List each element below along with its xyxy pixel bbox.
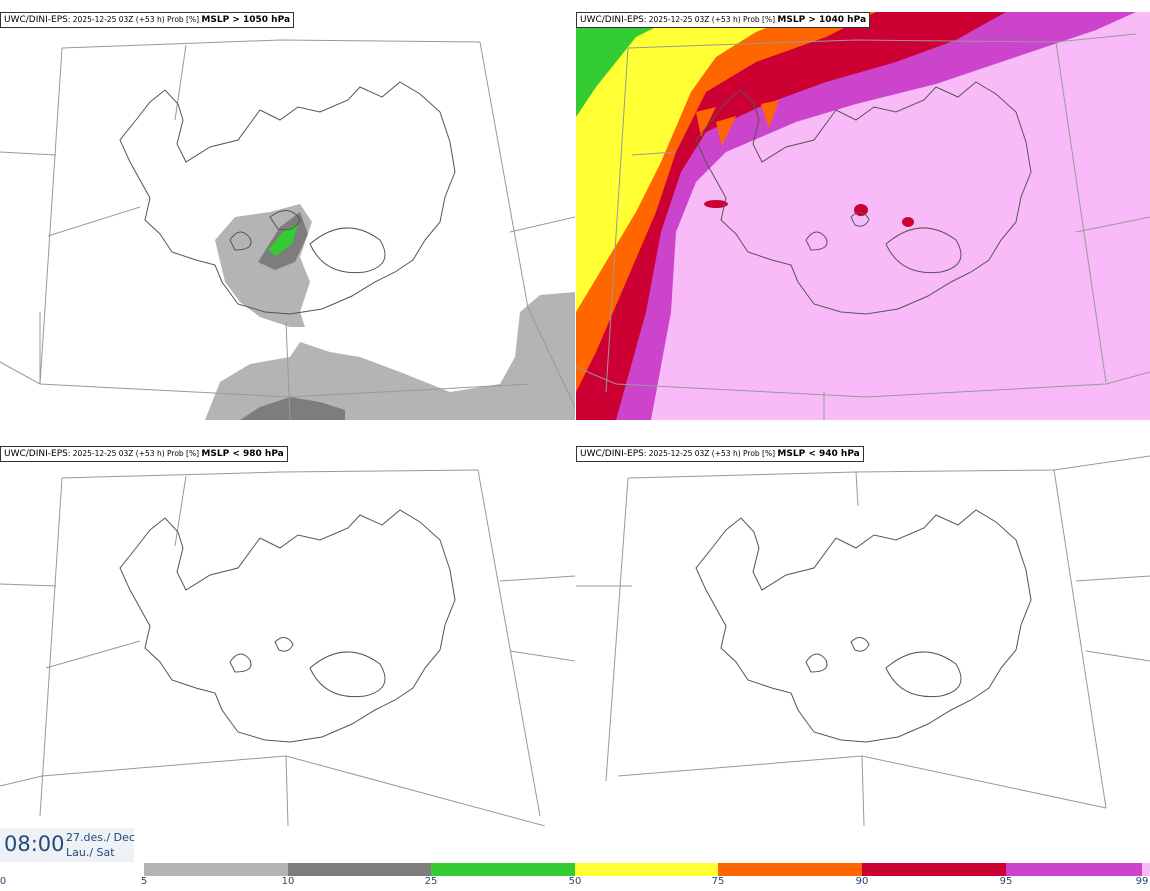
map-canvas	[576, 12, 1150, 420]
iceland-coastline	[119, 509, 456, 743]
legend-bin-99-plus	[1142, 863, 1150, 876]
graticule	[576, 455, 1150, 826]
legend-bin-10-25	[288, 863, 431, 876]
legend-bin-5-10	[144, 863, 288, 876]
map-canvas	[0, 469, 575, 826]
probability-fill	[205, 204, 575, 420]
legend-tick-99: 99	[1135, 876, 1149, 887]
map-canvas	[576, 455, 1150, 826]
map-panel-mslp-lt-980: UWC/DINI-EPS: 2025-12-25 03Z (+53 h) Pro…	[0, 446, 575, 826]
valid-date-line1: 27.des./ Dec	[66, 831, 135, 844]
valid-time: 08:00	[4, 832, 65, 856]
valid-date: 27.des./ Dec Lau./ Sat	[66, 830, 135, 860]
legend-bin-95-99	[1006, 863, 1142, 876]
iceland-coastline	[695, 509, 1032, 743]
legend-bin-50-75	[575, 863, 718, 876]
graticule	[576, 33, 1150, 420]
valid-time-box	[0, 828, 134, 862]
legend-tick-90: 90	[855, 876, 869, 887]
panel-title: UWC/DINI-EPS: 2025-12-25 03Z (+53 h) Pro…	[576, 446, 864, 462]
map-canvas	[0, 39, 575, 421]
panel-title: UWC/DINI-EPS: 2025-12-25 03Z (+53 h) Pro…	[0, 12, 295, 28]
panel-title: UWC/DINI-EPS: 2025-12-25 03Z (+53 h) Pro…	[576, 12, 871, 28]
iceland-coastline	[119, 81, 456, 315]
legend-tick-5: 5	[140, 876, 148, 887]
valid-date-line2: Lau./ Sat	[66, 846, 115, 859]
legend-tick-25: 25	[424, 876, 438, 887]
legend-tick-10: 10	[281, 876, 295, 887]
legend-tick-0: 0	[0, 876, 7, 887]
glacier-outlines	[229, 210, 386, 274]
graticule	[0, 469, 575, 826]
glacier-outlines	[805, 212, 962, 274]
probability-fill	[576, 12, 1150, 420]
probability-legend: 0 5 10 25 50 75 90 95 99	[0, 862, 1150, 891]
legend-tick-50: 50	[568, 876, 582, 887]
legend-bin-90-95	[862, 863, 1006, 876]
legend-bin-25-50	[431, 863, 575, 876]
legend-bin-75-90	[718, 863, 862, 876]
legend-tick-95: 95	[999, 876, 1013, 887]
glacier-outlines	[805, 637, 962, 698]
panel-title: UWC/DINI-EPS: 2025-12-25 03Z (+53 h) Pro…	[0, 446, 288, 462]
graticule	[0, 39, 575, 421]
glacier-outlines	[229, 637, 386, 698]
map-panel-mslp-lt-940: UWC/DINI-EPS: 2025-12-25 03Z (+53 h) Pro…	[576, 446, 1150, 826]
legend-tick-75: 75	[711, 876, 725, 887]
map-panel-mslp-gt-1050: UWC/DINI-EPS: 2025-12-25 03Z (+53 h) Pro…	[0, 12, 575, 432]
map-panel-mslp-gt-1040: UWC/DINI-EPS: 2025-12-25 03Z (+53 h) Pro…	[576, 12, 1150, 432]
iceland-coastline	[695, 81, 1032, 315]
